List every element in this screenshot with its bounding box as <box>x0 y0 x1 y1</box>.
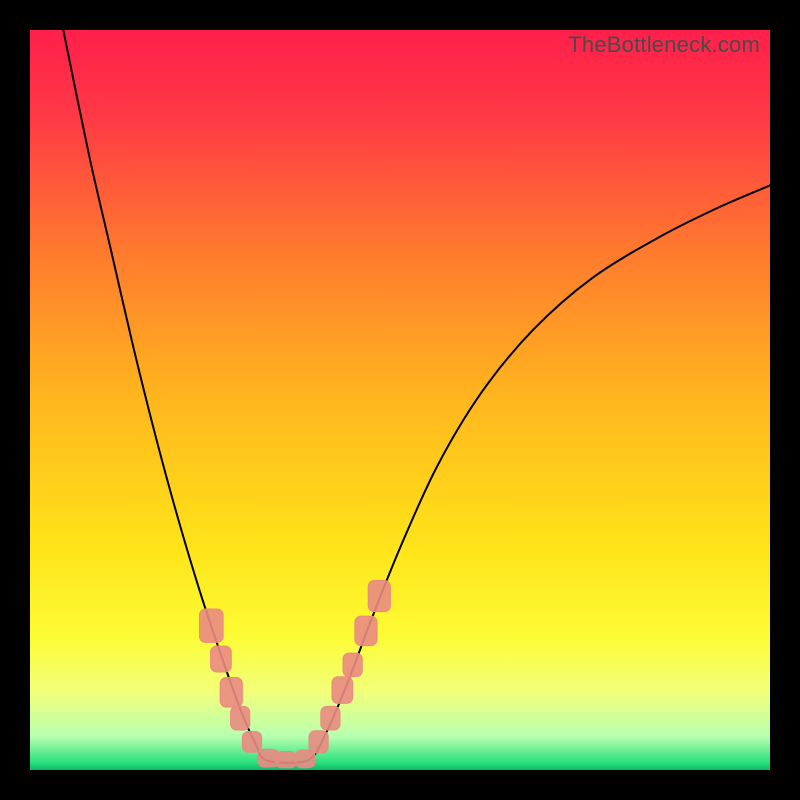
curve-marker <box>368 581 390 612</box>
plot-area <box>30 30 770 770</box>
curve-marker <box>309 731 328 753</box>
curve-marker <box>321 706 340 730</box>
curve-marker <box>231 706 250 730</box>
v-curve-path <box>63 30 770 763</box>
chart-frame: TheBottleneck.com <box>0 0 800 800</box>
curve-marker <box>211 646 232 672</box>
curve-marker <box>332 677 353 704</box>
curve-marker <box>220 678 242 708</box>
curve-marker <box>276 752 297 768</box>
curve-layer <box>30 30 770 770</box>
watermark-text: TheBottleneck.com <box>568 32 760 58</box>
curve-marker <box>199 609 223 642</box>
curve-marker <box>242 732 261 753</box>
curve-marker <box>343 653 362 677</box>
curve-marker <box>355 616 377 646</box>
